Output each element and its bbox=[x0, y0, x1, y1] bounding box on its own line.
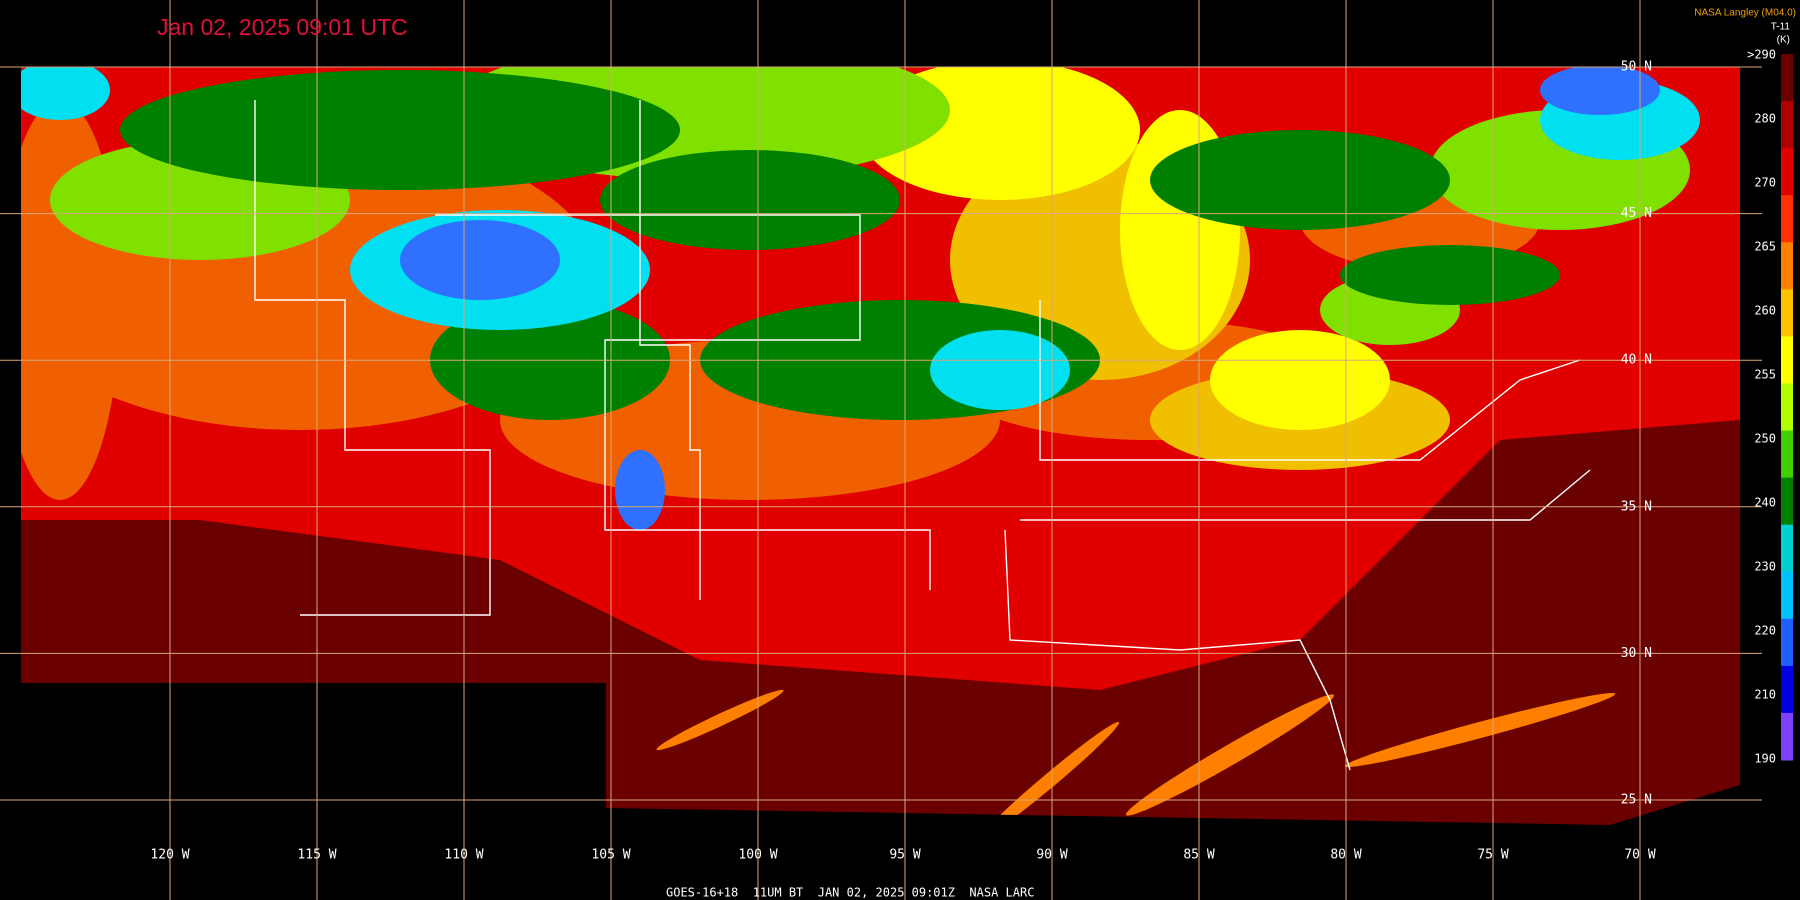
colorbar-segment bbox=[1781, 383, 1793, 432]
colorbar-label: 210 bbox=[1754, 688, 1776, 702]
colorbar-label: 260 bbox=[1754, 304, 1776, 318]
latitude-label: 50 N bbox=[1621, 60, 1652, 75]
longitude-label: 120 W bbox=[150, 848, 189, 863]
colorbar-segment bbox=[1781, 430, 1793, 479]
colorbar-segment bbox=[1781, 54, 1793, 102]
longitude-label: 110 W bbox=[444, 848, 483, 863]
longitude-label: 95 W bbox=[889, 848, 920, 863]
colorbar-label: 230 bbox=[1754, 560, 1776, 574]
latitude-label: 35 N bbox=[1621, 499, 1652, 514]
colorbar-segment bbox=[1781, 524, 1793, 573]
colorbar-segment bbox=[1781, 665, 1793, 714]
latitude-label: 25 N bbox=[1621, 793, 1652, 808]
colorbar-segment bbox=[1781, 195, 1793, 243]
colorbar-label: 280 bbox=[1754, 112, 1776, 126]
colorbar-segment bbox=[1781, 571, 1793, 620]
colorbar-label: 240 bbox=[1754, 496, 1776, 510]
longitude-label: 115 W bbox=[297, 848, 336, 863]
longitude-label: 105 W bbox=[591, 848, 630, 863]
latitude-label: 30 N bbox=[1621, 646, 1652, 661]
credit: NASA Langley (M04.0) bbox=[1694, 8, 1796, 19]
timestamp: Jan 02, 2025 09:01 UTC bbox=[157, 14, 408, 40]
colorbar-label: >290 bbox=[1747, 48, 1776, 62]
borders bbox=[254, 100, 1591, 771]
unit: (K) bbox=[1777, 35, 1790, 46]
longitude-label: 80 W bbox=[1330, 848, 1361, 863]
latitude-label: 45 N bbox=[1621, 206, 1652, 221]
product: T-11 bbox=[1771, 22, 1791, 33]
colorbar-segment bbox=[1781, 289, 1793, 337]
colorbar-segment bbox=[1781, 101, 1793, 149]
graticule: 120 W 115 W 110 W 105 W 100 W 95 W 90 W 85 W 80 … bbox=[0, 0, 1762, 900]
longitude-label: 90 W bbox=[1036, 848, 1067, 863]
colorbar-segment bbox=[1781, 618, 1793, 667]
colorbar-segment bbox=[1781, 242, 1793, 290]
colorbar-label: 265 bbox=[1754, 240, 1776, 254]
colorbar-segment bbox=[1781, 336, 1793, 384]
colorbar: >290 280 270 265 260 255 250 240 230 220 210 190 bbox=[1747, 48, 1793, 766]
colorbar-label: 255 bbox=[1754, 368, 1776, 382]
colorbar-segment bbox=[1781, 477, 1793, 526]
colorbar-label: 270 bbox=[1754, 176, 1776, 190]
latitude-label: 40 N bbox=[1621, 353, 1652, 368]
longitude-label: 75 W bbox=[1477, 848, 1508, 863]
colorbar-segment bbox=[1781, 712, 1793, 761]
longitude-label: 70 W bbox=[1624, 848, 1655, 863]
colorbar-label: 250 bbox=[1754, 432, 1776, 446]
caption: GOES-16+18 11UM BT JAN 02, 2025 09:01Z N… bbox=[666, 886, 1034, 900]
colorbar-label: 220 bbox=[1754, 624, 1776, 638]
longitude-label: 85 W bbox=[1183, 848, 1214, 863]
colorbar-label: 190 bbox=[1754, 752, 1776, 766]
longitude-label: 100 W bbox=[738, 848, 777, 863]
colorbar-segment bbox=[1781, 148, 1793, 196]
